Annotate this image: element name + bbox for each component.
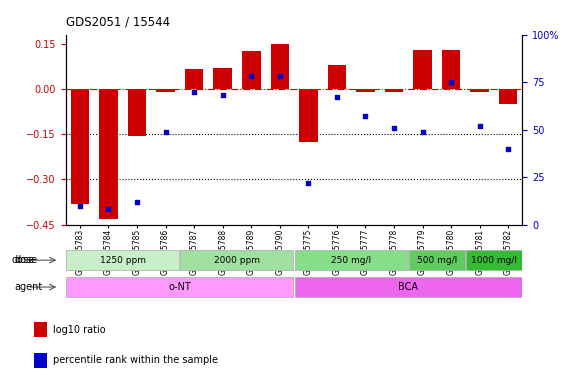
Point [389,125,399,131]
Text: GDS2051 / 15544: GDS2051 / 15544 [66,16,170,29]
Text: 500 mg/l: 500 mg/l [417,256,457,265]
Bar [295,277,522,297]
Text: agent: agent [14,282,42,292]
Point [332,94,341,100]
Point [132,199,142,205]
Point [247,73,256,79]
Point [418,128,427,134]
Text: dose: dose [11,255,34,265]
Bar [185,69,203,89]
Bar [466,250,522,270]
Point [104,206,113,212]
Bar [66,277,293,297]
Bar [156,89,175,92]
Point [304,180,313,186]
Text: log10 ratio: log10 ratio [53,325,106,335]
Text: percentile rank within the sample: percentile rank within the sample [53,355,218,365]
Bar [442,50,460,89]
Point [218,92,227,98]
Text: 1250 ppm: 1250 ppm [100,256,146,265]
Text: 250 mg/l: 250 mg/l [331,256,371,265]
Bar [295,250,408,270]
Point [275,73,284,79]
Text: dose: dose [14,255,37,265]
Bar [299,89,317,142]
Point [190,89,199,95]
Bar [413,50,432,89]
Bar [385,89,403,92]
Point [447,79,456,85]
Text: BCA: BCA [398,282,419,292]
Bar [242,51,260,89]
Point [161,128,170,134]
Bar [356,89,375,92]
Point [504,146,513,152]
Bar [71,89,89,204]
Point [475,123,484,129]
Text: o-NT: o-NT [168,282,191,292]
Bar [499,89,517,104]
Bar [180,250,293,270]
Text: 1000 mg/l: 1000 mg/l [471,256,517,265]
Bar [34,353,47,368]
Bar [99,89,118,218]
Text: 2000 ppm: 2000 ppm [214,256,260,265]
Bar [66,250,179,270]
Point [75,203,85,209]
Bar [409,250,465,270]
Bar [271,44,289,89]
Bar [128,89,146,136]
Bar [214,68,232,89]
Bar [328,65,346,89]
Bar [471,89,489,92]
Bar [34,322,47,337]
Point [361,113,370,119]
